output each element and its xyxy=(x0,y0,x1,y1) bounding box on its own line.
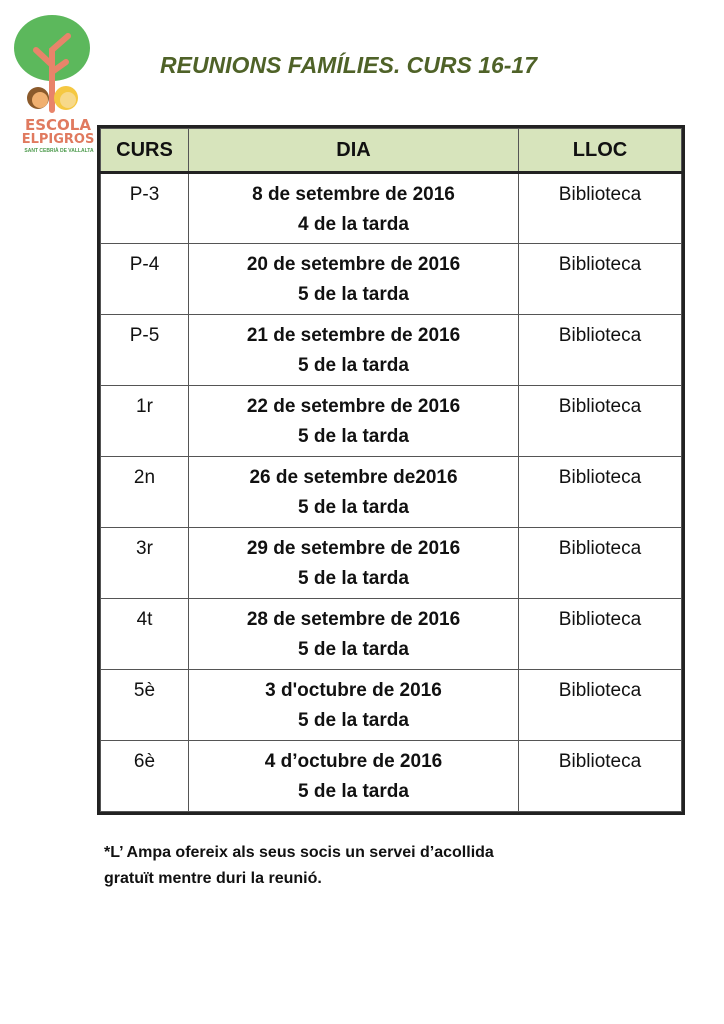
time-text: 5 de la tarda xyxy=(298,568,409,589)
cell-dia: 26 de setembre de2016 5 de la tarda xyxy=(188,456,519,528)
time-text: 5 de la tarda xyxy=(298,284,409,305)
table-row: 1r 22 de setembre de 2016 5 de la tarda B… xyxy=(100,385,682,457)
table-row: 6è 4 d’octubre de 2016 5 de la tarda Bibl… xyxy=(100,740,682,812)
time-text: 4 de la tarda xyxy=(298,214,409,235)
cell-curs: P-4 xyxy=(100,243,189,315)
date-text: 29 de setembre de 2016 xyxy=(246,538,461,559)
cell-curs: 1r xyxy=(100,385,189,457)
cell-dia: 4 d’octubre de 2016 5 de la tarda xyxy=(188,740,519,812)
cell-dia: 28 de setembre de 2016 5 de la tarda xyxy=(188,598,519,670)
cell-curs: P-3 xyxy=(100,172,189,244)
table-row: P-4 20 de setembre de 2016 5 de la tarda … xyxy=(100,243,682,315)
meetings-table: CURS DIA LLOC P-3 8 de setembre de 2016 4… xyxy=(97,125,685,815)
tree-logo-icon xyxy=(14,15,90,113)
cell-lloc: Biblioteca xyxy=(518,598,682,670)
page-title: REUNIONS FAMÍLIES. CURS 16-17 xyxy=(160,52,538,78)
cell-dia: 21 de setembre de 2016 5 de la tarda xyxy=(188,314,519,386)
time-text: 5 de la tarda xyxy=(298,639,409,660)
cell-lloc: Biblioteca xyxy=(518,385,682,457)
logo-text-location: SANT CEBRIÀ DE VALLALTA xyxy=(24,148,94,154)
header-lloc: LLOC xyxy=(518,128,682,174)
footnote: *L’ Ampa ofereix als seus socis un serve… xyxy=(104,840,494,892)
table-row: 5è 3 d'octubre de 2016 5 de la tarda Bibl… xyxy=(100,669,682,741)
date-text: 22 de setembre de 2016 xyxy=(246,396,461,417)
header-dia: DIA xyxy=(188,128,519,174)
table-header-row: CURS DIA LLOC xyxy=(100,128,682,174)
cell-dia: 20 de setembre de 2016 5 de la tarda xyxy=(188,243,519,315)
cell-curs: 6è xyxy=(100,740,189,812)
cell-lloc: Biblioteca xyxy=(518,172,682,244)
table-row: 3r 29 de setembre de 2016 5 de la tarda B… xyxy=(100,527,682,599)
cell-dia: 3 d'octubre de 2016 5 de la tarda xyxy=(188,669,519,741)
footnote-line-1: *L’ Ampa ofereix als seus socis un serve… xyxy=(104,844,494,861)
table-row: 2n 26 de setembre de2016 5 de la tarda Bi… xyxy=(100,456,682,528)
header-curs: CURS xyxy=(100,128,189,174)
footnote-line-2: gratuït mentre duri la reunió. xyxy=(104,870,322,887)
date-text: 28 de setembre de 2016 xyxy=(246,609,461,630)
cell-dia: 22 de setembre de 2016 5 de la tarda xyxy=(188,385,519,457)
time-text: 5 de la tarda xyxy=(298,781,409,802)
date-text: 3 d'octubre de 2016 xyxy=(265,680,442,701)
table-row: P-5 21 de setembre de 2016 5 de la tarda … xyxy=(100,314,682,386)
cell-dia: 29 de setembre de 2016 5 de la tarda xyxy=(188,527,519,599)
logo-text-escola: ESCOLA xyxy=(25,116,91,134)
cell-lloc: Biblioteca xyxy=(518,243,682,315)
date-text: 8 de setembre de 2016 xyxy=(252,184,455,205)
time-text: 5 de la tarda xyxy=(298,710,409,731)
cell-curs: 4t xyxy=(100,598,189,670)
cell-lloc: Biblioteca xyxy=(518,314,682,386)
cell-lloc: Biblioteca xyxy=(518,527,682,599)
time-text: 5 de la tarda xyxy=(298,355,409,376)
table-row: P-3 8 de setembre de 2016 4 de la tarda B… xyxy=(100,172,682,244)
cell-curs: 2n xyxy=(100,456,189,528)
cell-dia: 8 de setembre de 2016 4 de la tarda xyxy=(188,172,519,244)
date-text: 4 d’octubre de 2016 xyxy=(264,751,443,772)
time-text: 5 de la tarda xyxy=(298,497,409,518)
table-row: 4t 28 de setembre de 2016 5 de la tarda B… xyxy=(100,598,682,670)
cell-curs: 5è xyxy=(100,669,189,741)
date-text: 20 de setembre de 2016 xyxy=(246,254,461,275)
cell-lloc: Biblioteca xyxy=(518,740,682,812)
cell-lloc: Biblioteca xyxy=(518,669,682,741)
school-logo: ESCOLA ELPIGROS SANT CEBRIÀ DE VALLALTA xyxy=(8,10,96,154)
time-text: 5 de la tarda xyxy=(298,426,409,447)
cell-curs: 3r xyxy=(100,527,189,599)
logo-text-elpigros: ELPIGROS xyxy=(21,132,95,147)
date-text: 26 de setembre de2016 xyxy=(249,467,458,488)
date-text: 21 de setembre de 2016 xyxy=(246,325,461,346)
cell-lloc: Biblioteca xyxy=(518,456,682,528)
cell-curs: P-5 xyxy=(100,314,189,386)
